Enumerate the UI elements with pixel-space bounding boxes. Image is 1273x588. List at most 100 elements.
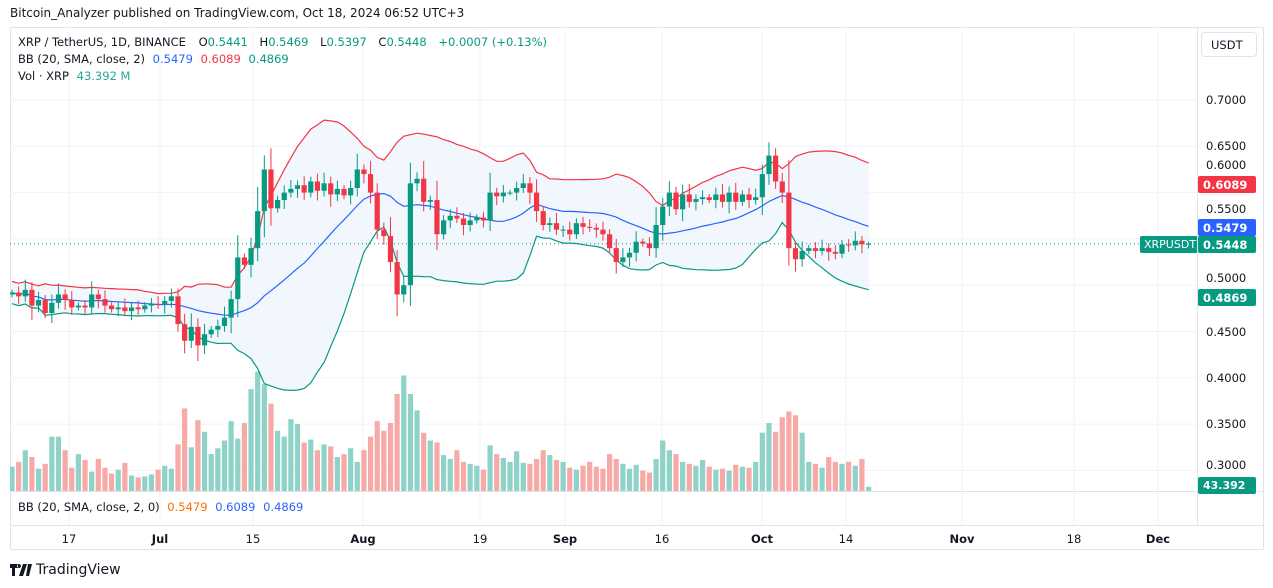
- price-tick: 0.5000: [1206, 271, 1247, 285]
- bb-upper-value: 0.6089: [200, 52, 241, 66]
- candle-body: [587, 226, 593, 228]
- volume-bar: [89, 471, 95, 491]
- volume-bar: [626, 468, 633, 491]
- volume-bar: [381, 430, 387, 491]
- candle-body: [865, 243, 872, 245]
- volume-bar: [733, 464, 739, 491]
- candle-body: [527, 183, 533, 193]
- symbol-title[interactable]: XRP / TetherUS, 1D, BINANCE: [18, 35, 186, 49]
- candle-body: [779, 181, 785, 193]
- volume-bar: [812, 463, 819, 491]
- candle-body: [35, 300, 42, 306]
- candle: [779, 172, 785, 203]
- high-number: 0.5469: [268, 35, 309, 49]
- candle-body: [235, 257, 241, 300]
- candle-body: [580, 223, 586, 227]
- bb-label: BB (20, SMA, close, 2): [18, 52, 145, 66]
- candle: [673, 186, 679, 215]
- volume-bar: [719, 468, 726, 491]
- candle: [135, 300, 141, 315]
- candle-body: [540, 211, 546, 226]
- candle-body: [142, 305, 148, 310]
- candle-body: [746, 194, 752, 201]
- candle-body: [182, 324, 188, 341]
- candle-body: [799, 250, 805, 260]
- bb-pane-v3: 0.4869: [263, 500, 304, 514]
- currency-button[interactable]: USDT: [1201, 32, 1257, 57]
- price-tick: 0.6500: [1206, 139, 1247, 154]
- candle: [434, 180, 440, 251]
- candle: [846, 239, 852, 252]
- candle: [35, 291, 42, 313]
- candle: [401, 275, 407, 303]
- volume-bar: [421, 432, 427, 491]
- time-tick: Sep: [552, 532, 578, 546]
- chart-canvas[interactable]: [10, 27, 1197, 525]
- candle: [467, 212, 473, 232]
- volume-bar: [69, 467, 75, 491]
- candle: [162, 296, 168, 314]
- price-tick: 0.5500: [1206, 202, 1247, 216]
- candle: [620, 248, 626, 268]
- volume-bar: [852, 465, 858, 491]
- volume-bar: [806, 461, 812, 491]
- volume-bar: [148, 474, 155, 491]
- volume-bar: [35, 468, 42, 491]
- candle-body: [221, 317, 228, 326]
- volume-bar: [294, 424, 301, 491]
- candles: [10, 142, 872, 362]
- volume-legend[interactable]: Vol · XRP 43.392 M: [18, 69, 134, 83]
- volume-bar: [779, 417, 785, 491]
- low-number: 0.5397: [326, 35, 367, 49]
- time-tick: Dec: [1145, 532, 1171, 546]
- candle-body: [215, 325, 221, 330]
- candle: [773, 148, 779, 189]
- candle-body: [633, 241, 639, 253]
- candle: [75, 302, 81, 311]
- last-price-tag: 0.5448: [1198, 236, 1256, 253]
- candle-body: [275, 200, 281, 209]
- candle-body: [640, 241, 646, 244]
- candle: [719, 183, 726, 208]
- volume-bar: [460, 461, 467, 491]
- candle-body: [248, 248, 254, 265]
- time-tick: Aug: [350, 532, 376, 546]
- bb-pane-label: BB (20, SMA, close, 2, 0): [18, 500, 160, 514]
- open-label: O: [198, 35, 208, 49]
- bb-pane-legend[interactable]: BB (20, SMA, close, 2, 0) 0.5479 0.6089 …: [18, 500, 307, 514]
- price-tick: 0.6000: [1206, 158, 1247, 172]
- bb-legend[interactable]: BB (20, SMA, close, 2) 0.5479 0.6089 0.4…: [18, 52, 293, 66]
- candle: [354, 153, 360, 197]
- volume-bar: [520, 462, 526, 491]
- time-tick: 15: [245, 532, 261, 546]
- candle: [739, 190, 745, 206]
- candle: [367, 160, 374, 204]
- candle: [474, 214, 480, 224]
- chart-frame: [10, 27, 1264, 550]
- candle: [660, 198, 666, 241]
- volume-bar: [686, 463, 692, 491]
- time-tick: 16: [654, 532, 670, 546]
- candle: [686, 183, 692, 208]
- volume-bar: [859, 458, 865, 491]
- candle-body: [188, 326, 194, 341]
- candle-body: [195, 326, 201, 346]
- candle: [427, 195, 433, 210]
- volume-bar: [22, 450, 28, 491]
- candle: [188, 313, 194, 349]
- candle: [102, 290, 108, 313]
- tradingview-logo[interactable]: TradingView: [10, 562, 121, 578]
- volume-bar: [474, 465, 480, 491]
- volume-bar: [613, 458, 619, 491]
- volume-bar: [188, 447, 194, 491]
- candle-body: [268, 169, 274, 209]
- candle: [766, 142, 772, 185]
- volume-bar: [759, 432, 765, 491]
- candle-body: [401, 285, 407, 295]
- pane-divider[interactable]: [10, 491, 1264, 492]
- close-label: C: [378, 35, 387, 49]
- candle: [281, 185, 287, 209]
- candle-body: [773, 155, 779, 182]
- candle: [314, 173, 321, 201]
- candle: [29, 282, 35, 320]
